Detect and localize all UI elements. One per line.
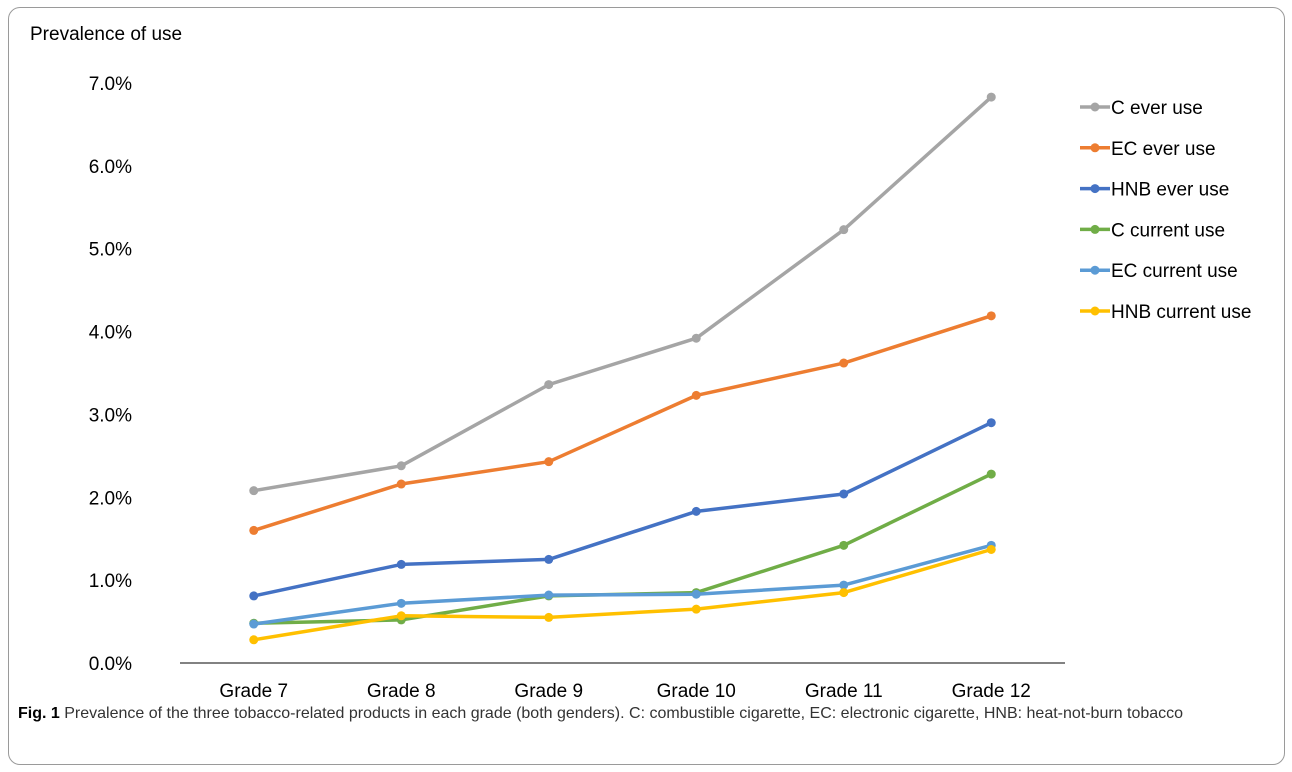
series-5 bbox=[249, 544, 996, 645]
y-tick-label: 1.0% bbox=[89, 571, 132, 592]
x-tick-label: Grade 8 bbox=[367, 681, 436, 700]
y-tick-label: 3.0% bbox=[89, 405, 132, 426]
data-point bbox=[691, 589, 701, 599]
data-point bbox=[839, 489, 849, 499]
y-tick-label: 5.0% bbox=[89, 240, 132, 261]
legend-swatch-marker bbox=[1090, 102, 1100, 112]
data-point bbox=[249, 486, 259, 496]
data-point bbox=[839, 358, 849, 368]
axes: 0.0% 1.0% 2.0% 3.0% 4.0% 5.0% 6.0% 7.0% Grade 7 G… bbox=[89, 74, 1065, 700]
series-line bbox=[252, 420, 994, 598]
series-line bbox=[252, 95, 994, 493]
series-line bbox=[252, 543, 994, 626]
figure-caption: Fig. 1 Prevalence of the three tobacco-r… bbox=[18, 702, 1273, 726]
data-point bbox=[396, 598, 406, 608]
data-point bbox=[249, 619, 259, 629]
data-point bbox=[839, 588, 849, 598]
line-chart: Prevalence of use 0.0% 1.0% 2.0% 3.0% 4.0% 5.… bbox=[30, 24, 1251, 700]
legend-label: HNB current use bbox=[1111, 302, 1251, 323]
data-point bbox=[544, 380, 554, 390]
data-point bbox=[691, 506, 701, 516]
data-point bbox=[986, 92, 996, 102]
legend-label: EC ever use bbox=[1111, 139, 1216, 160]
x-tick-label: Grade 11 bbox=[805, 681, 883, 700]
data-point bbox=[986, 311, 996, 321]
series-0 bbox=[249, 92, 996, 496]
data-point bbox=[691, 333, 701, 343]
legend-label: HNB ever use bbox=[1111, 180, 1229, 201]
x-tick-label: Grade 7 bbox=[219, 681, 288, 700]
legend-item: HNB current use bbox=[1080, 302, 1251, 323]
legend-swatch-marker bbox=[1090, 224, 1100, 234]
series-line bbox=[252, 547, 994, 642]
data-point bbox=[249, 525, 259, 535]
legend-label: C current use bbox=[1111, 220, 1225, 241]
data-point bbox=[839, 580, 849, 590]
x-tick-label: Grade 10 bbox=[657, 681, 736, 700]
data-point bbox=[839, 225, 849, 235]
data-point bbox=[986, 418, 996, 428]
caption-label: Fig. 1 bbox=[18, 705, 60, 722]
data-point bbox=[691, 390, 701, 400]
data-point bbox=[839, 540, 849, 550]
series-3 bbox=[249, 469, 996, 628]
series-4 bbox=[249, 540, 996, 629]
data-point bbox=[396, 559, 406, 569]
data-point bbox=[249, 591, 259, 601]
y-axis-label: Prevalence of use bbox=[30, 24, 182, 45]
y-tick-label: 0.0% bbox=[89, 654, 132, 675]
data-point bbox=[986, 544, 996, 554]
data-point bbox=[544, 612, 554, 622]
data-point bbox=[544, 457, 554, 467]
legend-item: C current use bbox=[1080, 220, 1225, 241]
legend-label: C ever use bbox=[1111, 98, 1203, 119]
legend-swatch-marker bbox=[1090, 143, 1100, 153]
data-point bbox=[544, 554, 554, 564]
legend-item: HNB ever use bbox=[1080, 180, 1229, 201]
series-line bbox=[252, 314, 994, 533]
data-point bbox=[396, 611, 406, 621]
data-point bbox=[544, 590, 554, 600]
data-point bbox=[396, 461, 406, 471]
legend-item: EC current use bbox=[1080, 261, 1238, 282]
legend-swatch-marker bbox=[1090, 306, 1100, 316]
legend-swatch-marker bbox=[1090, 265, 1100, 275]
legend-label: EC current use bbox=[1111, 261, 1238, 282]
legend-swatch-marker bbox=[1090, 184, 1100, 194]
x-tick-label: Grade 9 bbox=[514, 681, 583, 700]
y-tick-label: 6.0% bbox=[89, 157, 132, 178]
figure-frame bbox=[8, 7, 1285, 765]
series-layer bbox=[249, 92, 996, 645]
data-point bbox=[691, 604, 701, 614]
y-tick-label: 2.0% bbox=[89, 488, 132, 509]
data-point bbox=[249, 635, 259, 645]
series-2 bbox=[249, 418, 996, 601]
caption-text: Prevalence of the three tobacco-related … bbox=[64, 705, 1184, 722]
legend-item: C ever use bbox=[1080, 98, 1203, 119]
legend-item: EC ever use bbox=[1080, 139, 1216, 160]
x-tick-label: Grade 12 bbox=[952, 681, 1031, 700]
data-point bbox=[986, 469, 996, 479]
series-1 bbox=[249, 311, 996, 535]
legend: C ever use EC ever use HNB ever use C curre… bbox=[1080, 98, 1251, 323]
y-tick-label: 7.0% bbox=[89, 74, 132, 95]
data-point bbox=[396, 479, 406, 489]
y-tick-label: 4.0% bbox=[89, 323, 132, 344]
